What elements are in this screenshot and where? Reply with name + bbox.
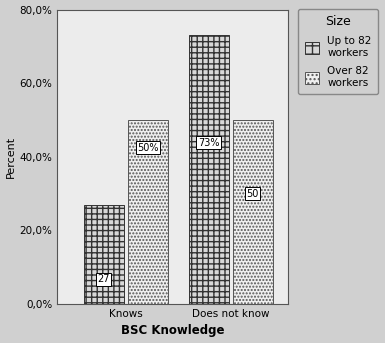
Text: 27: 27 [97,274,110,284]
X-axis label: BSC Knowledge: BSC Knowledge [121,324,225,338]
Text: 50%: 50% [137,143,159,153]
Bar [128,120,168,304]
Y-axis label: Percent: Percent [5,136,15,178]
Text: 73%: 73% [198,138,219,148]
Legend: Up to 82
workers, Over 82
workers: Up to 82 workers, Over 82 workers [298,9,378,94]
Bar [189,35,229,304]
Text: 50: 50 [246,189,259,199]
Bar [84,205,124,304]
Bar [233,120,273,304]
